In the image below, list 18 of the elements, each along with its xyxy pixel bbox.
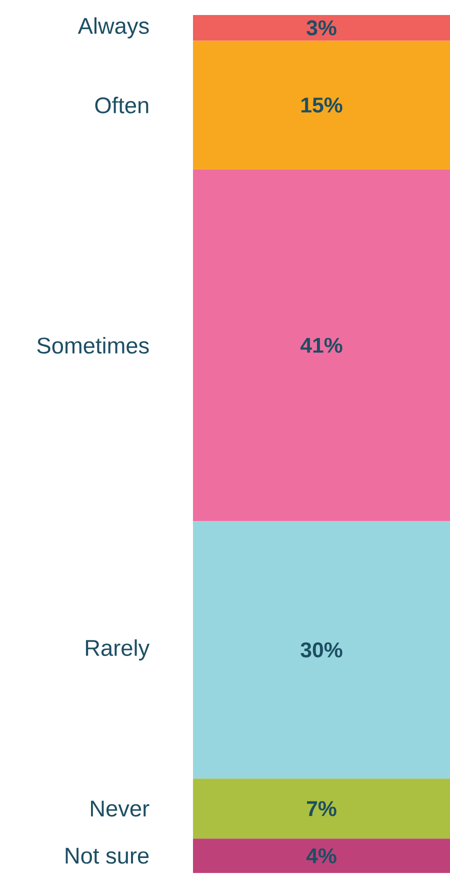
data-label: 7%: [307, 801, 336, 816]
bar: [192, 169, 450, 522]
series-label: Rarely: [86, 639, 150, 660]
series-label: Never: [91, 800, 150, 817]
data-label: 30%: [300, 642, 342, 658]
bar: [192, 40, 450, 170]
bar: [192, 521, 450, 779]
series-label: Not sure: [66, 848, 149, 864]
series-label: Always: [78, 17, 149, 38]
data-label: 41%: [300, 338, 342, 353]
data-label: 15%: [301, 98, 342, 113]
bar: [192, 778, 450, 839]
series-label: Often: [95, 96, 148, 114]
bar: [192, 14, 450, 41]
data-label: 4%: [306, 848, 336, 864]
data-label: 3%: [306, 20, 336, 36]
series-label: Sometimes: [37, 337, 149, 354]
bar: [192, 838, 450, 873]
